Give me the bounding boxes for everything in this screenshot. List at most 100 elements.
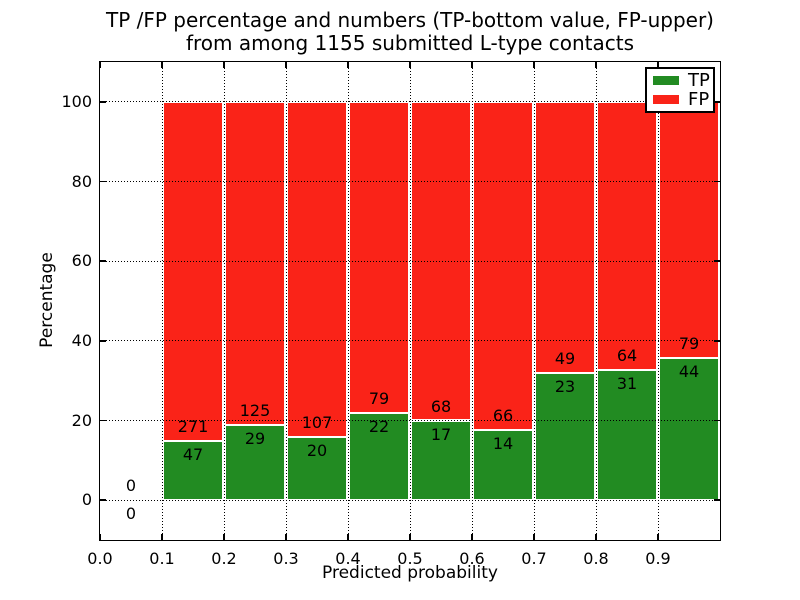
- x-tick-label: 0.6: [459, 549, 485, 568]
- x-grid-line: [285, 62, 287, 540]
- y-tick-left: [100, 340, 106, 342]
- bar-segment-tp: [659, 357, 719, 501]
- y-tick-left: [100, 419, 106, 422]
- legend: TP FP: [645, 67, 715, 113]
- y-tick-label: 40: [71, 330, 92, 350]
- fp-count-label: 125: [239, 401, 271, 421]
- bar-segment-fp: [287, 101, 347, 438]
- legend-entry-fp: FP: [653, 89, 710, 111]
- y-tick-left: [100, 180, 106, 183]
- bar-segment-tp: [225, 425, 285, 501]
- fp-count-label: 79: [368, 389, 390, 409]
- tp-count-label: 23: [554, 376, 576, 396]
- bar-segment-fp: [163, 101, 223, 442]
- y-tick-left: [100, 260, 106, 262]
- bar-segment-tp: [535, 372, 595, 501]
- tp-count-label: 0: [125, 504, 137, 524]
- y-tick-right: [714, 180, 720, 183]
- fp-count-label: 64: [616, 346, 638, 366]
- chart-title-line-2: from among 1155 submitted L-type contact…: [185, 31, 635, 55]
- x-tick-top: [471, 62, 473, 68]
- bar-segment-tp: [349, 413, 409, 501]
- legend-label: FP: [688, 89, 710, 111]
- fp-count-label: 271: [177, 417, 209, 437]
- bar-segment-tp: [287, 437, 347, 501]
- bar-segment-tp: [473, 430, 533, 501]
- y-tick-label: 80: [71, 171, 92, 191]
- bar-segment-fp: [535, 101, 595, 373]
- bar-segment-fp: [225, 101, 285, 426]
- y-tick-right: [714, 499, 720, 501]
- x-grid-line: [223, 62, 225, 540]
- fp-count-label: 107: [301, 413, 333, 433]
- x-tick-bottom: [347, 534, 349, 540]
- bar-segment-fp: [349, 101, 409, 414]
- x-grid-line: [533, 62, 535, 540]
- tp-count-label: 44: [678, 361, 700, 381]
- bar-segment-fp: [659, 101, 719, 358]
- x-tick-top: [347, 62, 349, 68]
- x-tick-label: 0.2: [211, 549, 237, 568]
- fp-count-label: 79: [678, 333, 700, 353]
- fp-count-label: 68: [430, 396, 452, 416]
- y-tick-right: [714, 340, 720, 342]
- y-tick-label: 0: [81, 490, 92, 510]
- x-grid-line: [657, 62, 659, 540]
- x-tick-bottom: [409, 534, 411, 540]
- x-tick-label: 0.7: [521, 549, 547, 568]
- bar-segment-tp: [597, 370, 657, 501]
- x-grid-line: [471, 62, 473, 540]
- x-tick-top: [595, 62, 597, 68]
- x-tick-bottom: [471, 534, 473, 540]
- x-grid-line: [595, 62, 597, 540]
- x-tick-label: 0.4: [335, 549, 361, 568]
- fp-count-label: 66: [492, 406, 514, 426]
- bar-segment-fp: [597, 101, 657, 371]
- y-tick-left: [100, 101, 106, 103]
- y-tick-right: [714, 101, 720, 103]
- x-tick-top: [533, 62, 535, 68]
- legend-swatch: [653, 75, 679, 85]
- y-tick-right: [714, 260, 720, 262]
- x-tick-top: [99, 62, 101, 68]
- x-tick-bottom: [223, 534, 225, 540]
- bar-segment-fp: [473, 101, 533, 431]
- y-tick-left: [100, 499, 106, 501]
- x-tick-bottom: [595, 534, 597, 540]
- x-axis-label: Predicted probability: [322, 563, 498, 583]
- x-tick-top: [161, 62, 163, 68]
- x-grid-line: [347, 62, 349, 540]
- bar-segment-tp: [163, 441, 223, 501]
- y-tick-label: 100: [61, 91, 92, 111]
- x-tick-label: 0.9: [645, 549, 671, 568]
- y-tick-label: 60: [71, 251, 92, 271]
- x-tick-label: 0.8: [583, 549, 609, 568]
- x-tick-label: 0.1: [149, 549, 175, 568]
- tp-count-label: 22: [368, 417, 390, 437]
- tp-count-label: 29: [244, 429, 266, 449]
- tp-count-label: 31: [616, 374, 638, 394]
- legend-entry-tp: TP: [653, 69, 710, 91]
- x-tick-bottom: [161, 534, 163, 540]
- x-tick-bottom: [285, 534, 287, 540]
- x-tick-bottom: [533, 534, 535, 540]
- x-tick-label: 0.3: [273, 549, 299, 568]
- legend-label: TP: [688, 69, 710, 91]
- tp-count-label: 17: [430, 424, 452, 444]
- fp-count-label: 0: [125, 476, 137, 496]
- chart-title-line-1: TP /FP percentage and numbers (TP-bottom…: [106, 8, 714, 32]
- x-grid-line: [409, 62, 411, 540]
- x-tick-top: [223, 62, 225, 68]
- y-tick-right: [714, 419, 720, 422]
- x-tick-label: 0.5: [397, 549, 423, 568]
- x-tick-bottom: [657, 534, 659, 540]
- x-tick-top: [285, 62, 287, 68]
- y-tick-label: 20: [71, 410, 92, 430]
- tp-count-label: 20: [306, 441, 328, 461]
- fp-count-label: 49: [554, 348, 576, 368]
- legend-swatch: [653, 95, 679, 105]
- tp-count-label: 14: [492, 434, 514, 454]
- x-tick-bottom: [99, 534, 101, 540]
- x-tick-label: 0.0: [87, 549, 113, 568]
